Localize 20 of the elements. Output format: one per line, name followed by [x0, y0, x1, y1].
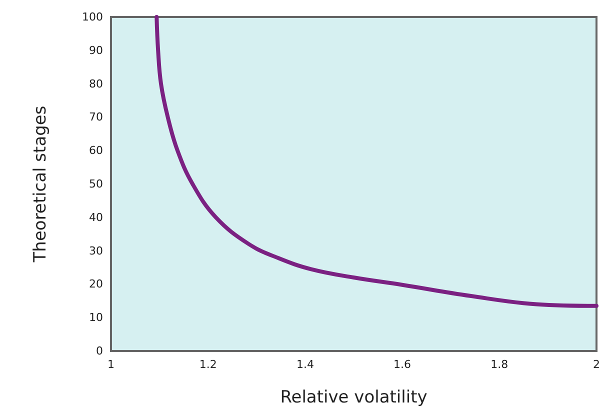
y-tick-label: 70 [89, 110, 103, 124]
line-series [154, 15, 598, 308]
x-tick-label: 1.6 [394, 358, 412, 371]
x-axis-title: Relative volatility [280, 388, 428, 408]
y-tick-label: 80 [89, 77, 103, 90]
x-tick-label: 1 [108, 358, 114, 371]
y-tick-label: 20 [89, 278, 103, 291]
y-tick-label: 50 [89, 178, 103, 190]
y-axis-title: Theoretical stages [30, 106, 50, 264]
y-tick-label: 40 [89, 210, 103, 224]
x-tick-label: 1.8 [490, 358, 508, 371]
y-tick-label: 10 [89, 311, 103, 324]
x-tick-label: 1.2 [199, 358, 217, 371]
y-tick-label: 60 [89, 144, 103, 158]
x-tick-label: 2 [593, 358, 600, 371]
y-tick-label: 90 [89, 44, 103, 57]
y-tick-label: 30 [89, 244, 103, 258]
y-tick-label: 100 [82, 10, 103, 24]
x-tick-label: 1.4 [296, 358, 314, 371]
y-tick-label: 0 [96, 344, 103, 358]
